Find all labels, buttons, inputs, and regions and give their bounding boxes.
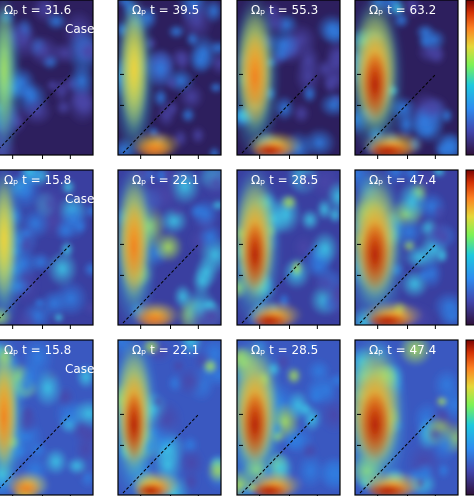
- case-label: Case 1: [65, 22, 106, 36]
- panel-frame: [117, 0, 222, 156]
- diagonal-guide-line: [359, 414, 436, 494]
- panel-time-label: Ωₚ t = 28.5: [251, 343, 318, 357]
- panel-time-label: Ωₚ t = 47.4: [369, 173, 436, 187]
- heatmap-panel: [355, 170, 458, 325]
- diagonal-guide-line: [359, 244, 436, 324]
- diagonal-guide-line: [241, 244, 318, 324]
- colorbar: [465, 339, 474, 496]
- panel-frame: [117, 339, 222, 496]
- panel-frame: [0, 339, 94, 496]
- case-label: Case 2: [65, 192, 106, 206]
- heatmap-panel: [237, 340, 340, 495]
- panel-time-label: Ωₚ t = 39.5: [132, 3, 199, 17]
- diagonal-guide-line: [0, 414, 71, 489]
- diagonal-guide-line: [0, 244, 71, 319]
- case-label: Case 3: [65, 362, 106, 376]
- diagonal-guide-line: [359, 74, 436, 154]
- panel-frame: [0, 169, 94, 326]
- colorbar: [465, 169, 474, 326]
- heatmap-panel: [355, 0, 458, 155]
- heatmap-panel: [118, 340, 221, 495]
- panel-frame: [236, 0, 341, 156]
- heatmap-panel: [0, 170, 93, 325]
- diagonal-guide-line: [122, 244, 199, 324]
- heatmap-panel: [355, 340, 458, 495]
- panel-time-label: Ωₚ t = 31.6: [4, 3, 71, 17]
- diagonal-guide-line: [0, 74, 71, 149]
- panel-time-label: Ωₚ t = 22.1: [132, 343, 199, 357]
- panel-frame: [354, 169, 459, 326]
- panel-frame: [236, 339, 341, 496]
- panel-frame: [354, 0, 459, 156]
- colorbar: [465, 0, 474, 156]
- heatmap-panel: [118, 170, 221, 325]
- diagonal-guide-line: [122, 74, 199, 154]
- diagonal-guide-line: [241, 414, 318, 494]
- panel-frame: [354, 339, 459, 496]
- diagonal-guide-line: [122, 414, 199, 494]
- heatmap-panel: [237, 0, 340, 155]
- panel-time-label: Ωₚ t = 22.1: [132, 173, 199, 187]
- heatmap-panel: [118, 0, 221, 155]
- panel-time-label: Ωₚ t = 15.8: [4, 173, 71, 187]
- panel-time-label: Ωₚ t = 15.8: [4, 343, 71, 357]
- diagonal-guide-line: [241, 74, 318, 154]
- heatmap-panel: [0, 0, 93, 155]
- heatmap-panel: [237, 170, 340, 325]
- panel-frame: [117, 169, 222, 326]
- panel-time-label: Ωₚ t = 28.5: [251, 173, 318, 187]
- heatmap-panel: [0, 340, 93, 495]
- panel-time-label: Ωₚ t = 47.4: [369, 343, 436, 357]
- panel-time-label: Ωₚ t = 63.2: [369, 3, 436, 17]
- panel-time-label: Ωₚ t = 55.3: [251, 3, 318, 17]
- panel-frame: [236, 169, 341, 326]
- panel-frame: [0, 0, 94, 156]
